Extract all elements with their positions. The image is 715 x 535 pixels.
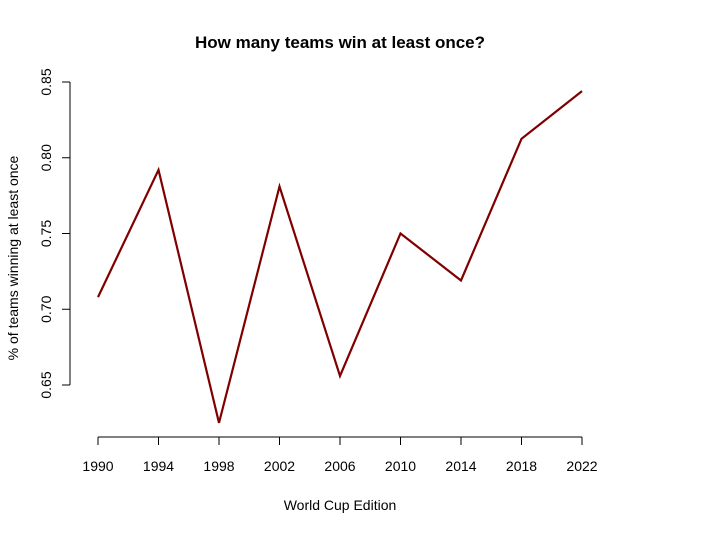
y-axis-label: % of teams winning at least once [5, 155, 21, 360]
x-tick-label: 2010 [385, 458, 416, 474]
x-tick-label: 2002 [264, 458, 295, 474]
y-axis: 0.65 0.70 0.75 0.80 0.85 [38, 68, 71, 399]
y-tick-label: 0.75 [38, 220, 54, 247]
chart-title: How many teams win at least once? [195, 33, 485, 52]
x-tick-label: 2022 [566, 458, 597, 474]
x-tick-label: 2006 [324, 458, 355, 474]
y-tick-label: 0.80 [38, 144, 54, 171]
x-tick-label: 2018 [506, 458, 537, 474]
x-tick-label: 1994 [143, 458, 174, 474]
y-tick-label: 0.65 [38, 371, 54, 398]
x-tick-label: 1990 [82, 458, 113, 474]
x-tick-label: 2014 [445, 458, 476, 474]
y-tick-label: 0.70 [38, 295, 54, 322]
x-tick-label: 1998 [203, 458, 234, 474]
series-line [97, 90, 583, 424]
y-tick-label: 0.85 [38, 68, 54, 95]
x-axis: 1990 1994 1998 2002 2006 2010 2014 2018 2022 [82, 436, 598, 474]
series-group [97, 90, 583, 424]
x-axis-label: World Cup Edition [284, 497, 397, 513]
